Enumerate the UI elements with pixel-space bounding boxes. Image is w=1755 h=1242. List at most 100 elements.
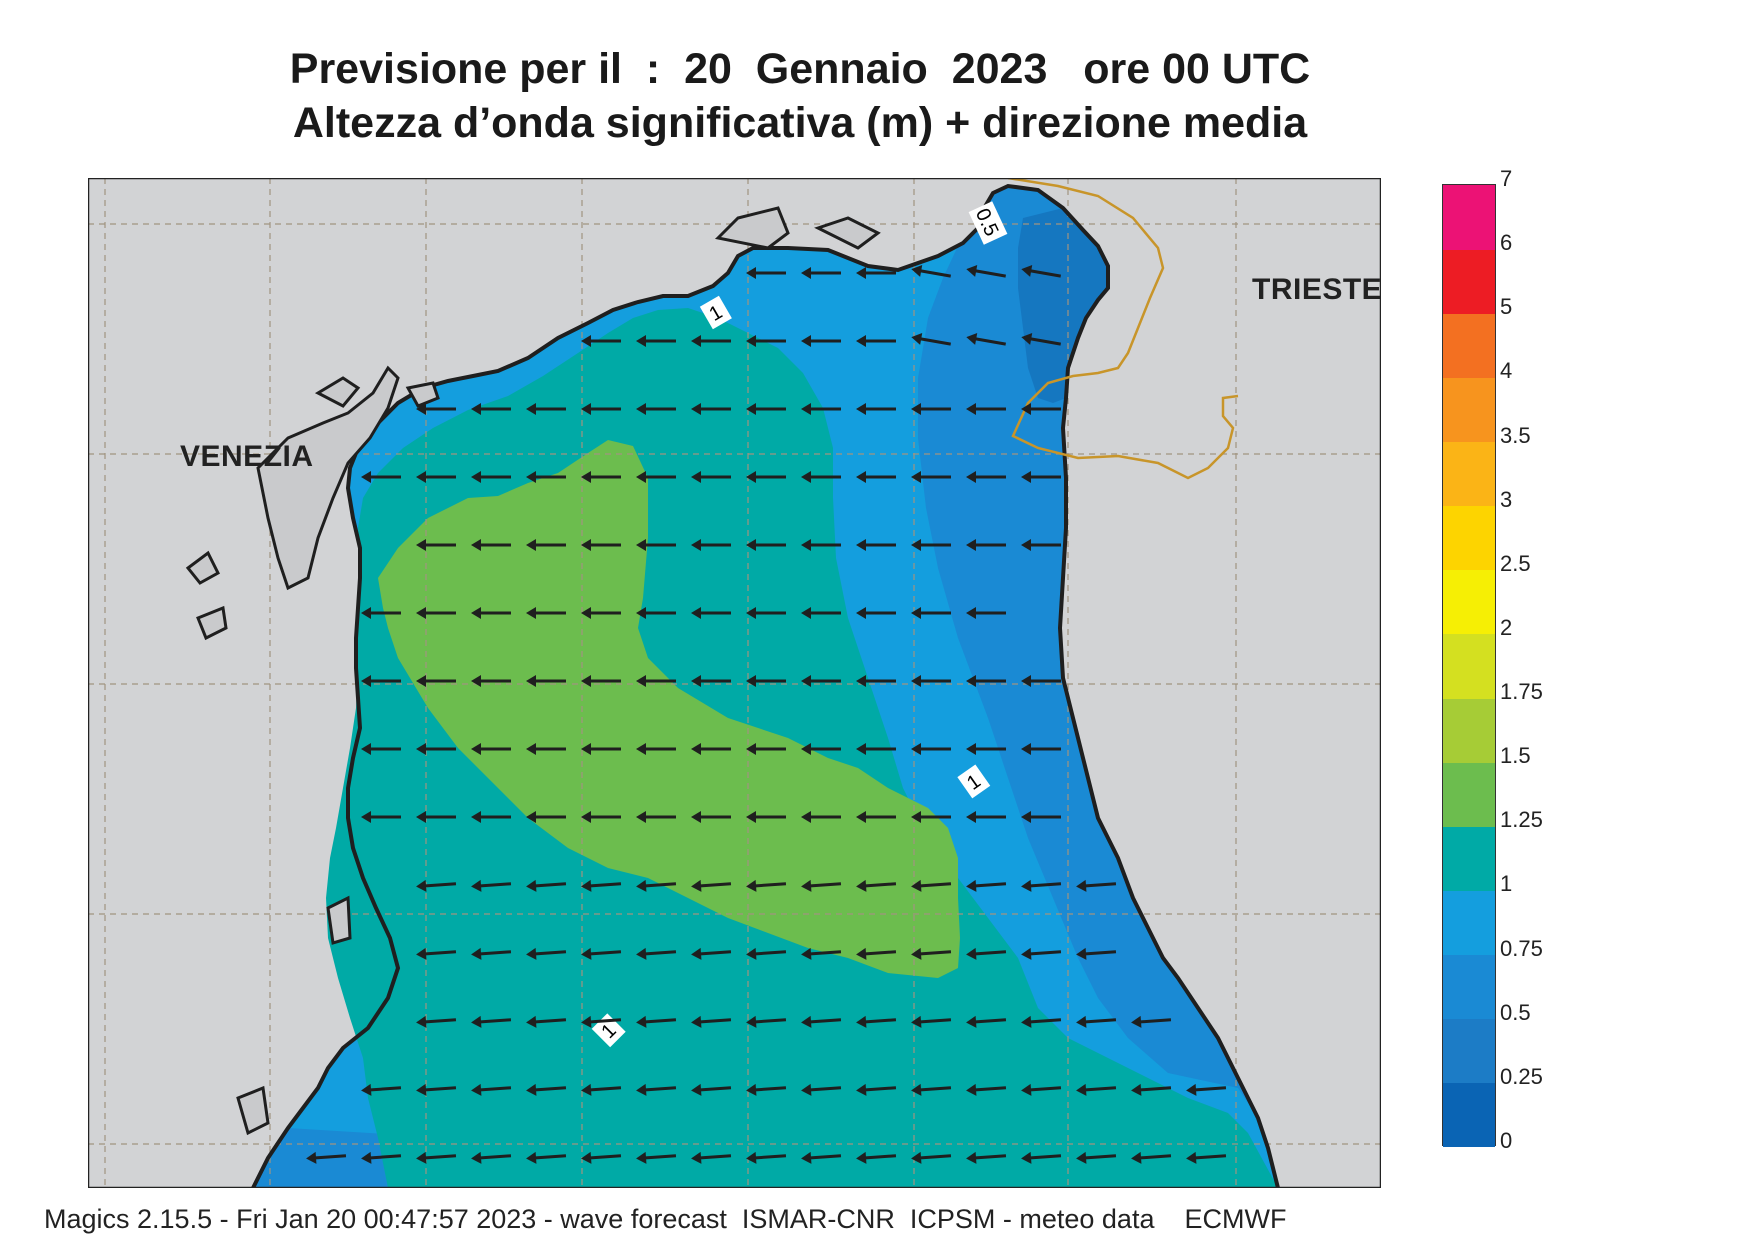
wave-arrow: [416, 811, 456, 823]
wave-arrow: [471, 879, 512, 892]
wave-arrow: [691, 879, 732, 892]
wave-arrow: [911, 265, 951, 278]
wave-arrow: [416, 1151, 457, 1164]
wave-arrow: [801, 403, 841, 415]
colorbar-segment: [1443, 762, 1495, 827]
colorbar-tick-label: 3: [1500, 486, 1513, 512]
wave-arrow: [581, 1083, 622, 1096]
colorbar-tick-label: 0.75: [1500, 935, 1543, 961]
wave-arrow: [911, 1015, 952, 1028]
wave-arrow: [361, 607, 401, 619]
title-line-1: Previsione per il : 20 Gennaio 2023 ore …: [289, 45, 1311, 93]
wave-arrow: [966, 471, 1006, 483]
wave-arrow: [966, 811, 1006, 823]
wave-arrow: [801, 539, 841, 551]
wave-arrow: [471, 947, 512, 960]
wave-arrow: [416, 947, 457, 960]
wave-arrow: [471, 1083, 512, 1096]
wave-arrow: [1021, 879, 1062, 892]
colorbar-tick-label: 3.5: [1500, 422, 1531, 448]
wave-arrow: [1076, 1151, 1117, 1164]
wave-arrow: [361, 1151, 402, 1164]
colorbar-segment: [1443, 954, 1495, 1020]
wave-arrow: [636, 675, 676, 687]
wave-arrow: [471, 1151, 512, 1164]
wave-arrow: [1076, 1015, 1117, 1028]
wave-arrow: [1131, 1083, 1172, 1096]
wave-arrow: [416, 403, 456, 415]
colorbar-tick-label: 0.25: [1500, 1063, 1543, 1089]
wave-direction-arrows: [306, 265, 1227, 1164]
wave-arrow: [801, 471, 841, 483]
wave-arrow: [1076, 1083, 1117, 1096]
wave-arrow: [911, 539, 951, 551]
contour-label-box: [957, 764, 991, 799]
wave-arrow: [1021, 675, 1061, 687]
wave-arrow: [746, 403, 786, 415]
wave-arrow: [416, 539, 456, 551]
wave-arrow: [746, 947, 787, 960]
colorbar-tick-label: 2.5: [1500, 550, 1531, 576]
wave-arrow: [471, 607, 511, 619]
wave-arrow: [526, 471, 566, 483]
wave-arrow: [1021, 811, 1061, 823]
colorbar-segment: [1443, 505, 1495, 571]
wave-arrow: [471, 539, 511, 551]
wave-arrow: [471, 403, 511, 415]
wave-arrow: [526, 743, 566, 755]
wave-arrow: [581, 1151, 622, 1164]
colorbar-tick-label: 2: [1500, 614, 1513, 640]
footer-credit: Magics 2.15.5 - Fri Jan 20 00:47:57 2023…: [44, 1204, 1287, 1234]
wave-arrow: [416, 471, 456, 483]
colorbar-segment: [1443, 569, 1495, 635]
colorbar-segment: [1443, 185, 1495, 250]
wave-arrow: [1021, 1083, 1062, 1096]
wave-arrow: [1021, 1015, 1062, 1028]
wave-arrow: [801, 1151, 842, 1164]
contour-label-box: [968, 201, 1008, 245]
wave-arrow: [856, 1015, 897, 1028]
wave-arrow: [471, 743, 511, 755]
wave-arrow: [966, 743, 1006, 755]
colorbar-segment: [1443, 698, 1495, 763]
colorbar-segment: [1443, 890, 1495, 956]
wave-arrow: [856, 539, 896, 551]
colorbar-segment: [1443, 1018, 1495, 1084]
wave-arrow: [581, 947, 622, 960]
title-block: Previsione per il : 20 Gennaio 2023 ore …: [0, 42, 1600, 150]
wave-arrow: [1076, 947, 1117, 960]
wave-arrow: [911, 333, 951, 346]
wave-arrow: [1076, 879, 1117, 892]
contour-label-box: [699, 295, 732, 330]
wave-arrow: [526, 607, 566, 619]
wave-arrow: [801, 335, 841, 347]
wave-arrow: [856, 471, 896, 483]
wave-arrow: [691, 335, 731, 347]
wave-arrow: [416, 743, 456, 755]
wave-arrow: [636, 335, 676, 347]
wave-arrow: [361, 675, 401, 687]
colorbar-tick-label: 1.75: [1500, 679, 1543, 705]
wave-arrow: [581, 539, 621, 551]
wave-arrow: [526, 539, 566, 551]
wave-arrow: [581, 335, 621, 347]
colorbar-tick-label: 6: [1500, 230, 1513, 256]
wave-arrow: [636, 471, 676, 483]
wave-arrow: [526, 1015, 567, 1028]
wave-arrow: [416, 1083, 457, 1096]
colorbar-segment: [1443, 441, 1495, 507]
wave-arrow: [801, 607, 841, 619]
wave-arrow: [746, 1151, 787, 1164]
wave-arrow: [361, 1083, 402, 1096]
wave-arrow: [801, 743, 841, 755]
title-line-2: Altezza d’onda significativa (m) + direz…: [292, 99, 1308, 147]
wave-arrow: [636, 811, 676, 823]
wave-arrow: [636, 539, 676, 551]
wave-arrow: [911, 471, 951, 483]
wave-arrow: [911, 947, 952, 960]
wave-arrow: [691, 1151, 732, 1164]
wave-arrow: [1021, 265, 1061, 278]
wave-arrow: [471, 471, 511, 483]
wave-arrow: [746, 1015, 787, 1028]
wave-arrow: [856, 335, 896, 347]
